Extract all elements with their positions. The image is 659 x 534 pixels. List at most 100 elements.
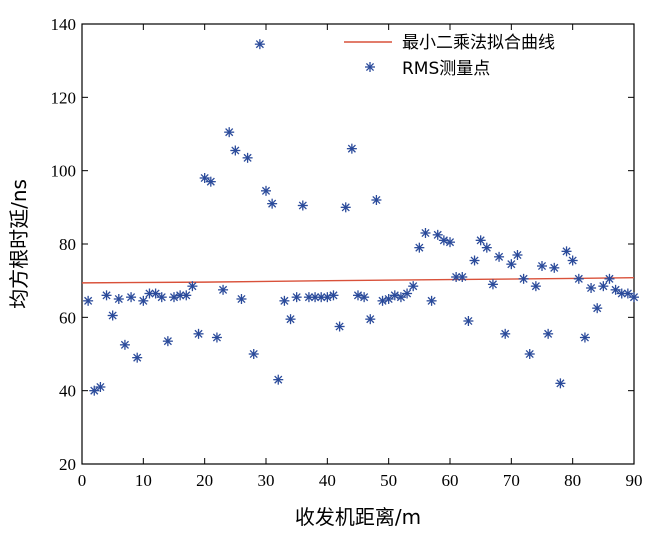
y-tick-label: 120: [51, 88, 77, 107]
x-tick-label: 50: [380, 471, 397, 490]
x-tick-label: 80: [564, 471, 581, 490]
rms-point: [113, 294, 124, 304]
rms-point: [132, 352, 143, 363]
rms-point: [494, 251, 505, 262]
rms-point: [604, 273, 615, 284]
x-tick-label: 70: [503, 471, 520, 490]
rms-point: [359, 292, 370, 303]
rms-point: [285, 314, 296, 325]
rms-point: [119, 339, 130, 350]
rms-point: [475, 235, 486, 246]
legend: 最小二乘法拟合曲线 RMS测量点: [344, 33, 555, 79]
rms-point: [445, 237, 455, 248]
rms-point: [518, 273, 529, 284]
rms-point: [267, 198, 278, 209]
y-tick-label: 80: [59, 235, 76, 254]
rms-point: [138, 295, 149, 306]
y-tick-label: 20: [59, 455, 76, 474]
rms-point: [524, 349, 535, 359]
legend-fit-line-label: 最小二乘法拟合曲线: [402, 33, 555, 53]
x-tick-label: 20: [196, 471, 213, 490]
rms-point: [261, 185, 271, 196]
rms-point: [579, 332, 590, 343]
x-axis-label: 收发机距离/m: [295, 505, 421, 529]
rms-point: [126, 292, 137, 303]
rms-point: [316, 292, 327, 303]
rms-point: [469, 255, 480, 266]
x-tick-label: 10: [135, 471, 152, 490]
rms-point: [530, 281, 541, 292]
y-tick-label: 140: [51, 15, 77, 34]
rms-point: [181, 290, 192, 301]
rms-point: [205, 176, 216, 187]
y-axis-label: 均方根时延/ns: [7, 179, 31, 309]
legend-rms-point-swatch: [365, 62, 375, 72]
x-tick-label: 60: [442, 471, 459, 490]
rms-point: [555, 378, 566, 389]
rms-point: [487, 279, 498, 290]
x-tick-label: 40: [319, 471, 336, 490]
rms-point: [248, 349, 259, 359]
rms-point: [224, 127, 235, 138]
rms-point: [242, 152, 253, 163]
y-tick-label: 40: [59, 382, 76, 401]
legend-rms-point-label: RMS测量点: [402, 59, 490, 79]
rms-point: [162, 336, 173, 347]
rms-point: [500, 328, 511, 339]
rms-point: [622, 288, 633, 299]
rms-point: [629, 292, 639, 303]
rms-point: [610, 284, 621, 295]
rms-point: [218, 284, 229, 295]
rms-point: [408, 281, 419, 292]
rms-point: [254, 39, 265, 50]
rms-point: [414, 242, 425, 253]
y-tick-label: 60: [59, 308, 76, 327]
legend-star-marker: [365, 62, 375, 72]
rms-point: [230, 145, 241, 156]
rms-point: [561, 246, 572, 257]
rms-point: [506, 259, 517, 270]
rms-point: [156, 292, 167, 303]
rms-point: [340, 202, 351, 213]
rms-point: [537, 261, 547, 271]
rms-point: [95, 382, 106, 392]
rms-point: [426, 295, 437, 306]
rms-point: [481, 242, 492, 253]
rms-point: [402, 288, 413, 299]
rms-point: [420, 228, 431, 238]
rms-point: [543, 328, 554, 339]
rms-point: [279, 295, 290, 306]
rms-point: [328, 290, 339, 301]
rms-point: [101, 290, 112, 301]
rms-point: [586, 283, 597, 293]
x-tick-label: 0: [78, 471, 87, 490]
scatter-points: [83, 39, 639, 396]
rms-point: [457, 272, 468, 282]
rms-point: [371, 195, 382, 205]
axis-ticks: [81, 23, 635, 465]
rms-point: [236, 294, 247, 304]
x-tick-label: 30: [258, 471, 275, 490]
rms-point: [334, 321, 345, 332]
tick-labels: 0 10 20 30 40 50 60 70 80 90 20 40 60 80 100 120 140: [51, 15, 643, 490]
rms-point: [365, 314, 376, 325]
rms-point: [83, 295, 94, 306]
rms-point: [297, 200, 308, 211]
rms-point: [512, 250, 523, 260]
rms-point: [598, 281, 609, 292]
rms-point: [187, 281, 198, 292]
rms-point: [592, 303, 603, 314]
rms-point: [567, 255, 578, 266]
rms-point: [346, 143, 357, 154]
rms-point: [107, 310, 118, 321]
rms-point: [273, 374, 284, 385]
rms-point: [463, 316, 474, 326]
rms-point: [211, 332, 222, 343]
rms-point: [291, 292, 302, 303]
rms-point: [573, 273, 584, 284]
rms-point: [549, 262, 560, 273]
x-tick-label: 90: [626, 471, 643, 490]
rms-point: [193, 328, 204, 339]
y-tick-label: 100: [51, 162, 77, 181]
